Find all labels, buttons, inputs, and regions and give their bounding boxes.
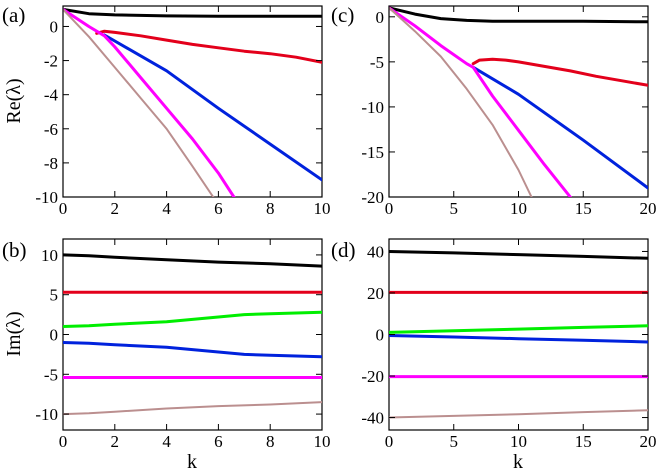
panel-c-label: (c) [331,3,354,27]
panel-b-ytick-label: -10 [35,405,58,424]
panel-c-series-blue [471,65,648,190]
panel-b-xtick-label: 8 [266,432,275,451]
panel-b-ytick-label: 5 [50,286,59,305]
panel-a-xtick-label: 8 [266,199,275,218]
panel-c-ytick-label: -15 [361,143,384,162]
panel-b-series-blue [63,341,322,359]
panel-c-ytick-label: -5 [370,53,384,72]
panel-b-ytick-label: 0 [50,326,59,345]
panel-b-xtick-label: 4 [162,432,171,451]
panel-c-xtick-label: 0 [385,199,394,218]
panel-a-ylabel: Re(λ) [3,78,25,123]
panel-a-xtick-label: 4 [162,199,171,218]
panel-a-ytick-label: 0 [50,17,59,36]
panel-a-ticks: 0 2 4 6 8 10 0 -2 -4 -6 -8 -10 [35,6,331,218]
panel-a-series-blue [102,33,322,182]
panel-d-xtick-label: 5 [450,432,459,451]
panel-d-ytick-label: 0 [376,326,385,345]
panel-c: 0 5 10 15 20 0 -5 -10 -15 -20 (c) [331,3,657,218]
panel-c-xtick-label: 10 [510,199,527,218]
panel-d-series-blue [389,334,648,344]
panel-c-ticks: 0 5 10 15 20 0 -5 -10 -15 -20 [361,6,657,218]
panel-c-series-magenta [389,6,572,197]
panel-b-series-black [63,253,322,268]
panel-b-xtick-label: 10 [314,432,331,451]
panel-a-xtick-label: 6 [214,199,223,218]
panel-c-series-tan [389,6,533,197]
panel-a-ytick-label: -10 [35,188,58,207]
panel-d-frame [388,238,649,431]
panel-d-series-green [389,324,648,334]
panel-a-ytick-label: -2 [44,52,58,71]
panel-a-plot [63,7,322,197]
panel-c-ytick-label: -20 [361,188,384,207]
panel-d-plot [389,250,648,419]
panel-d-xtick-label: 10 [510,432,527,451]
panel-b-series-green [63,310,322,328]
panel-d-series-tan [389,409,648,419]
panel-d-label: (d) [331,238,356,262]
panel-c-ytick-label: -10 [361,98,384,117]
panel-d-ticks: 0 5 10 15 20 40 20 0 -20 -40 [361,239,657,451]
panel-b-xtick-label: 6 [214,432,223,451]
panel-a-xtick-label: 2 [111,199,120,218]
panel-a-ytick-label: -8 [44,154,58,173]
panel-b-frame [62,238,323,431]
panel-b-ylabel: Im(λ) [3,311,25,356]
panel-c-series-black [389,6,648,24]
panel-b-label: (b) [2,238,27,262]
panel-d-xtick-label: 15 [575,432,592,451]
panel-c-xtick-label: 15 [575,199,592,218]
panel-b-ticks: 0 2 4 6 8 10 10 5 0 -5 -10 [35,239,331,451]
panel-b-xtick-label: 0 [59,432,68,451]
panel-a-series-black [63,7,322,18]
panel-a-series-tan [63,8,215,197]
panel-d-ytick-label: 20 [367,284,384,303]
panel-a-frame [62,5,323,198]
panel-a-series-red [95,29,322,64]
panel-b: 0 2 4 6 8 10 10 5 0 -5 -10 (b) Im(λ) k [2,238,331,472]
panel-b-xlabel: k [187,451,197,472]
panel-d-xlabel: k [513,451,523,472]
panel-b-plot [63,253,322,416]
panel-c-ytick-label: 0 [376,8,385,27]
panel-a-label: (a) [2,3,25,27]
panel-d-ytick-label: 40 [367,242,384,261]
panel-c-series-red [471,57,648,87]
panel-d-xtick-label: 20 [640,432,657,451]
panel-b-series-tan [63,401,322,416]
panel-d: 0 5 10 15 20 40 20 0 -20 -40 (d) k [331,238,657,472]
panel-a-ytick-label: -6 [44,120,58,139]
panel-d-ytick-label: -40 [361,409,384,428]
panel-a-xtick-label: 10 [314,199,331,218]
panel-b-ytick-label: 10 [41,246,58,265]
panel-a: 0 2 4 6 8 10 0 -2 -4 -6 -8 -10 (a) Re(λ) [2,3,331,218]
panel-a-xtick-label: 0 [59,199,68,218]
panel-c-xtick-label: 20 [640,199,657,218]
panel-a-ytick-label: -4 [44,86,59,105]
panel-c-xtick-label: 5 [450,199,459,218]
panel-d-ytick-label: -20 [361,367,384,386]
panel-c-plot [389,6,648,197]
panel-b-xtick-label: 2 [111,432,120,451]
panel-b-ytick-label: -5 [44,365,58,384]
panel-d-series-black [389,250,648,260]
panel-a-series-magenta [63,7,236,197]
panel-d-xtick-label: 0 [385,432,394,451]
